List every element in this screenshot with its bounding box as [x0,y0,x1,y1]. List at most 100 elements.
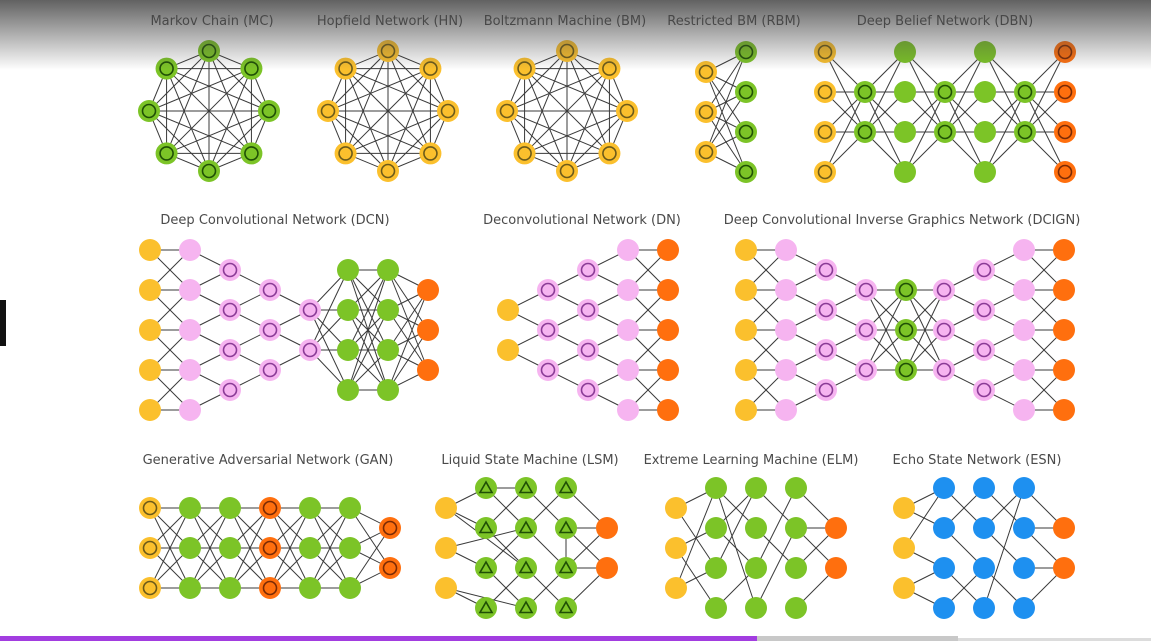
node-gan-inputR [139,497,161,519]
video-progress-bar[interactable] [0,636,958,641]
node-lsm-tri [475,597,497,619]
node-dbn-hidden [974,81,996,103]
node-dcn-input [139,359,161,381]
title-dn: Deconvolutional Network (DN) [483,213,681,228]
node-hn-inputR [334,142,357,165]
titles-layer: Markov Chain (MC) Hopfield Network (HN) … [143,14,1081,468]
node-mc-hiddenR [138,100,160,122]
node-gan-hidden [339,537,361,559]
edge [387,289,429,391]
node-esn-rec [933,597,955,619]
edge [755,527,797,609]
node-elm-hidden [745,597,767,619]
edge [865,289,907,371]
node-dcn-hidden [337,299,359,321]
node-dcign-output [1053,399,1075,421]
title-rbm: Restricted BM (RBM) [667,14,800,29]
node-gan-outputR [259,537,281,559]
node-lsm-input [435,537,457,559]
node-hn-inputR [437,100,459,122]
node-dcn-kernelR [219,299,241,321]
node-dcn-kernel [179,319,201,341]
node-dbn-hiddenR [1014,121,1036,143]
node-dcn-kernel [179,359,201,381]
node-bm-inputR [598,142,621,165]
node-dcign-kernel [1013,239,1035,261]
node-dcign-output [1053,239,1075,261]
node-dcign-kernelR [855,319,877,341]
node-dbn-outputR [1054,41,1076,63]
node-dcn-output [417,279,439,301]
edge [345,68,431,154]
node-mc-hiddenR [258,100,280,122]
node-dcign-kernelR [815,259,837,281]
edge [229,507,271,589]
node-gan-hidden [219,577,241,599]
node-dcn-hidden [337,339,359,361]
node-dn-output [657,319,679,341]
node-dcign-output [1053,279,1075,301]
node-esn-input [893,577,915,599]
node-dcign-input [735,319,757,341]
node-dbn-inputR [814,81,836,103]
node-elm-hidden [785,557,807,579]
node-dcign-kernelR [933,359,955,381]
node-lsm-tri [555,517,577,539]
node-mc-hiddenR [155,142,178,165]
edge [347,269,389,351]
edge [387,68,431,172]
node-mc-hiddenR [240,57,263,80]
node-mc-hiddenR [198,40,220,62]
node-gan-hidden [339,497,361,519]
node-dcn-hidden [377,339,399,361]
node-dcign-hiddenR [895,319,917,341]
node-rbm-hiddenR [735,121,757,143]
node-dcn-input [139,239,161,261]
edge [347,269,389,391]
node-dbn-inputR [814,121,836,143]
node-dbn-outputR [1054,161,1076,183]
node-dcn-hidden [377,379,399,401]
edge [148,110,210,172]
edge [824,91,866,173]
node-lsm-tri [515,517,537,539]
node-dcn-kernel [179,239,201,261]
node-dcign-kernel [775,359,797,381]
node-dn-kernelR [577,339,599,361]
node-bm-inputR [616,100,638,122]
edge [349,527,391,589]
node-hn-inputR [377,40,399,62]
node-dcn-kernelR [259,279,281,301]
node-elm-hidden [785,597,807,619]
node-dcn-input [139,279,161,301]
node-elm-hidden [745,477,767,499]
node-dcign-kernel [775,399,797,421]
node-bm-inputR [496,100,518,122]
node-gan-inputR [139,577,161,599]
node-elm-input [665,537,687,559]
edge [149,507,191,589]
node-bm-inputR [513,142,536,165]
edge [524,68,628,112]
node-esn-output [1053,517,1075,539]
node-dn-kernelR [537,319,559,341]
edge [387,329,429,391]
node-dbn-hidden [974,121,996,143]
node-dcign-input [735,279,757,301]
node-dcign-input [735,359,757,381]
edge [984,91,1026,173]
node-dcign-kernelR [973,259,995,281]
node-dn-output [657,239,679,261]
edge [506,110,610,154]
node-dcn-output [417,319,439,341]
node-dbn-hiddenR [1014,81,1036,103]
node-dbn-hidden [894,81,916,103]
node-dn-kernel [617,359,639,381]
node-dbn-hidden [894,41,916,63]
node-dn-kernelR [577,259,599,281]
edge [566,68,610,172]
node-dcn-hidden [337,379,359,401]
node-dcign-kernel [775,319,797,341]
node-dbn-outputR [1054,121,1076,143]
node-dn-output [657,279,679,301]
